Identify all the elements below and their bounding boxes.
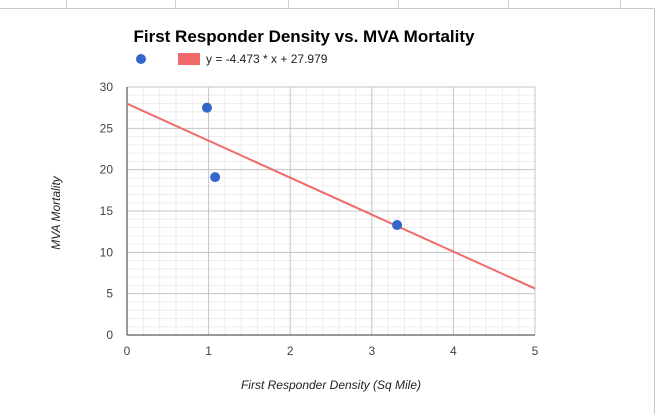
cell-gridline — [288, 0, 289, 8]
cell-gridline — [66, 0, 67, 8]
x-tick-label: 5 — [532, 344, 539, 358]
x-axis-title: First Responder Density (Sq Mile) — [241, 378, 421, 392]
y-tick-label: 5 — [106, 287, 113, 301]
y-tick-label: 10 — [100, 245, 114, 259]
data-point — [201, 102, 212, 113]
cell-gridline — [620, 0, 621, 8]
y-tick-label: 25 — [100, 121, 114, 135]
gridlines — [127, 86, 536, 335]
x-tick-label: 2 — [287, 344, 294, 358]
cell-gridline — [398, 0, 399, 8]
x-tick-label: 1 — [205, 344, 212, 358]
legend-trendline-swatch — [178, 53, 200, 65]
trendline-layer — [126, 102, 536, 290]
x-tick-label: 4 — [450, 344, 457, 358]
x-tick-label: 0 — [124, 344, 131, 358]
points-layer — [201, 102, 403, 231]
y-tick-label: 0 — [106, 328, 113, 342]
y-tick-label: 20 — [100, 163, 114, 177]
legend-points-swatch — [136, 54, 146, 64]
trendline — [126, 102, 536, 290]
y-tick-label: 15 — [100, 204, 114, 218]
axes: 0 1 2 3 4 5 0 5 10 15 20 25 30 — [100, 80, 539, 358]
cell-gridline — [175, 0, 176, 8]
data-point — [210, 172, 221, 183]
cell-gridline — [508, 0, 509, 8]
y-axis-title: MVA Mortality — [49, 175, 63, 250]
x-tick-label: 3 — [368, 344, 375, 358]
legend-trendline-label: y = -4.473 * x + 27.979 — [206, 52, 328, 66]
data-point — [392, 220, 403, 231]
chart-title: First Responder Density vs. MVA Mortalit… — [133, 27, 475, 46]
y-tick-label: 30 — [100, 80, 114, 94]
